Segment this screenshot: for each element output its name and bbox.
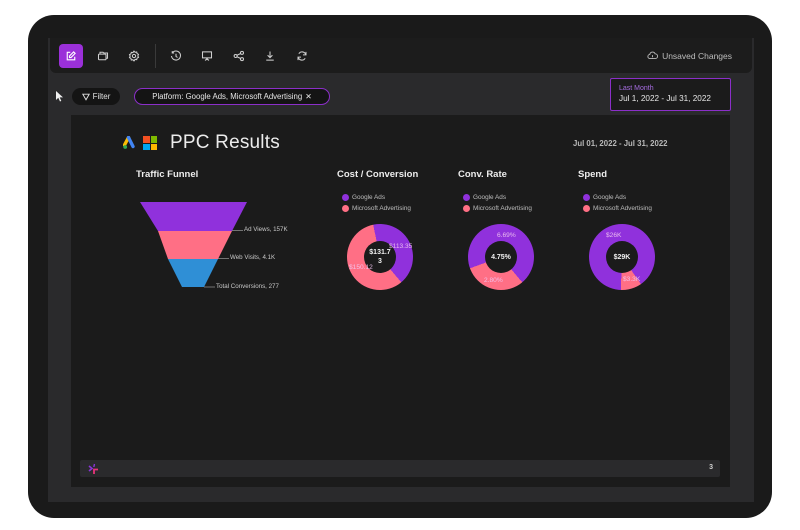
share-icon: [233, 50, 245, 62]
funnel-title: Traffic Funnel: [136, 169, 199, 180]
edit-button[interactable]: [59, 44, 83, 68]
history-icon: [170, 50, 181, 61]
brand-logo-icon: [88, 463, 98, 474]
page-number: 3: [709, 464, 713, 471]
cost-google-value: $113.35: [389, 243, 413, 250]
legend-dot-microsoft: [342, 205, 349, 212]
top-toolbar: Unsaved Changes: [50, 38, 752, 73]
conv-rate-legend: Google Ads Microsoft Advertising: [463, 192, 532, 214]
edit-icon: [66, 51, 76, 61]
filter-label: Filter: [92, 92, 111, 101]
spend-title: Spend: [578, 169, 608, 180]
legend-google: Google Ads: [352, 194, 386, 201]
filter-icon: [81, 93, 90, 101]
folders-icon: [97, 51, 109, 61]
refresh-button[interactable]: [290, 44, 314, 68]
refresh-icon: [297, 51, 307, 61]
history-button[interactable]: [164, 44, 188, 68]
conv-rate-google-value: 6.69%: [497, 232, 516, 239]
platform-filter-text: Platform: Google Ads, Microsoft Advertis…: [152, 92, 303, 101]
funnel-stage-ad-views: [140, 202, 247, 231]
traffic-funnel-chart: [140, 202, 247, 288]
cost-microsoft-value: $150.12: [349, 264, 373, 271]
report-canvas: [71, 115, 730, 487]
funnel-label-web-visits: Web Visits, 4.1K: [230, 254, 276, 261]
legend-google: Google Ads: [473, 194, 507, 201]
spend-microsoft-value: $3.3K: [623, 276, 641, 283]
report-date-range: Jul 01, 2022 - Jul 31, 2022: [573, 139, 668, 148]
gear-icon: [128, 50, 140, 62]
funnel-label-conversions: Total Conversions, 277: [216, 283, 279, 290]
cost-conversion-donut: $131.7 3: [347, 224, 413, 290]
cloud-icon: [647, 51, 659, 60]
legend-dot-google: [342, 194, 349, 201]
funnel-stage-conversions: [168, 259, 218, 287]
toolbar-divider: [155, 44, 156, 68]
conv-rate-donut: 4.75%: [468, 224, 534, 290]
funnel-stage-web-visits: [158, 231, 232, 259]
pages-button[interactable]: [91, 44, 115, 68]
present-button[interactable]: [195, 44, 219, 68]
microsoft-logo: [143, 136, 157, 150]
spend-center: $29K: [606, 241, 638, 273]
presentation-icon: [201, 51, 213, 61]
save-status-text: Unsaved Changes: [662, 50, 732, 61]
cost-conversion-legend: Google Ads Microsoft Advertising: [342, 192, 411, 214]
legend-microsoft: Microsoft Advertising: [473, 205, 532, 212]
mouse-cursor-icon: [56, 91, 63, 102]
share-button[interactable]: [227, 44, 251, 68]
cost-conversion-center: $131.7 3: [364, 241, 396, 273]
spend-google-value: $26K: [606, 232, 622, 239]
filter-button[interactable]: Filter: [72, 88, 120, 105]
conv-rate-title: Conv. Rate: [458, 169, 507, 180]
remove-filter-icon[interactable]: ✕: [305, 92, 312, 101]
date-range-value: Jul 1, 2022 - Jul 31, 2022: [619, 94, 711, 103]
cost-conversion-title: Cost / Conversion: [337, 169, 419, 180]
save-status: Unsaved Changes: [647, 50, 732, 61]
google-ads-logo: [123, 136, 135, 149]
spend-donut: $29K: [589, 224, 655, 290]
conv-rate-microsoft-value: 2.80%: [484, 277, 503, 284]
platform-filter-chip[interactable]: Platform: Google Ads, Microsoft Advertis…: [134, 88, 330, 105]
report-footer: 3: [80, 460, 720, 477]
conv-rate-center: 4.75%: [485, 241, 517, 273]
funnel-label-ad-views: Ad Views, 157K: [244, 226, 288, 233]
legend-microsoft: Microsoft Advertising: [352, 205, 411, 212]
legend-google: Google Ads: [593, 194, 627, 201]
download-icon: [266, 51, 274, 61]
settings-button[interactable]: [122, 44, 146, 68]
date-preset-label: Last Month: [619, 85, 654, 92]
legend-microsoft: Microsoft Advertising: [593, 205, 652, 212]
report-title: PPC Results: [170, 132, 280, 153]
download-button[interactable]: [258, 44, 282, 68]
spend-legend: Google Ads Microsoft Advertising: [583, 192, 652, 214]
date-range-picker[interactable]: Last Month Jul 1, 2022 - Jul 31, 2022: [610, 78, 731, 111]
